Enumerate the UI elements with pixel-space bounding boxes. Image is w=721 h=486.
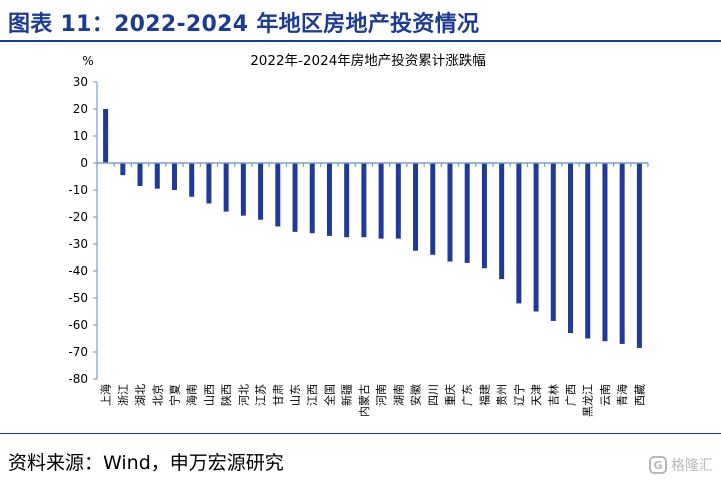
source-note: 资料来源：Wind，申万宏源研究 [8,452,284,474]
bar [275,163,281,227]
x-category-label: 内蒙古 [357,384,371,417]
x-category-label: 青海 [615,384,629,406]
x-axis-labels: 上海 浙江 湖北 北京 宁夏 海南 山西 陕西 河北 江苏 甘肃 山东 江西 全国 新疆 内蒙古 河南 湖南 安徽四… [99,384,647,417]
chart-title: 2022年-2024年房地产投资累计涨跌幅 [250,53,486,69]
bar [103,109,109,163]
bar [240,163,246,216]
watermark: G 格隆汇 [649,455,713,475]
bar [481,163,487,269]
figure-header: 图表 11：2022-2024 年地区房地产投资情况 [0,0,721,42]
bar-series [103,109,642,348]
bar [464,163,470,263]
bar [395,163,401,239]
bar [568,163,574,334]
y-tick-label: 30 [73,75,88,89]
bar [171,163,177,190]
x-category-label: 湖南 [392,384,405,406]
figure-title: 图表 11：2022-2024 年地区房地产投资情况 [8,12,480,37]
bar [309,163,315,234]
x-category-label: 北京 [150,384,164,406]
bar [258,163,264,220]
y-axis-unit-label: % [82,54,93,68]
bar [516,163,522,304]
x-category-label: 广东 [461,384,474,406]
gelonghui-logo-icon: G [649,456,667,474]
x-category-label: 安徽 [409,384,423,406]
x-category-label: 宁夏 [167,384,181,406]
x-category-label: 四川 [427,384,440,406]
x-category-label: 山西 [203,384,216,406]
y-tick-label: -10 [68,183,88,197]
bar [430,163,436,255]
bar [154,163,160,189]
y-tick-label: 0 [80,156,88,170]
y-tick-label: -70 [68,345,88,359]
x-category-label: 广西 [565,384,578,406]
x-category-label: 河南 [375,384,388,406]
x-category-label: 新疆 [340,384,354,406]
bar [344,163,350,238]
x-category-label: 辽宁 [512,384,526,406]
y-axis: 30 20 10 0 -10 -20 -30 -40 -50 -60 -70 -80 [68,75,649,386]
bar [447,163,453,262]
x-category-label: 湖北 [134,384,147,406]
x-category-label: 海南 [185,384,199,406]
header-divider [0,40,721,42]
watermark-text: 格隆汇 [671,458,713,474]
x-category-label: 吉林 [546,384,560,406]
y-tick-label: 10 [73,129,88,143]
bar [292,163,298,232]
x-category-label: 天津 [530,384,543,406]
bar [189,163,195,197]
x-category-label: 江苏 [255,384,268,406]
y-tick-label: -50 [68,291,88,305]
x-category-label: 黑龙江 [582,384,595,417]
bar [378,163,384,239]
x-category-label: 甘肃 [272,384,285,406]
bar [137,163,143,186]
x-category-label: 浙江 [117,384,130,406]
bar [602,163,608,342]
x-category-label: 西藏 [633,384,646,406]
x-category-label: 河北 [237,384,250,406]
bar [533,163,539,312]
y-tick-label: -20 [68,210,88,224]
y-tick-label: 20 [73,102,88,116]
x-category-label: 福建 [477,384,491,406]
x-category-label: 云南 [599,384,612,406]
x-category-label: 江西 [306,384,319,406]
x-category-label: 山东 [289,384,302,406]
bar [326,163,332,236]
bar [206,163,212,204]
bar [223,163,229,212]
bar [361,163,367,238]
bar-chart: 2022年-2024年房地产投资累计涨跌幅 % 30 20 10 0 -10 -20 -30… [68,53,649,417]
y-tick-label: -80 [68,372,88,386]
bar [585,163,591,339]
y-tick-label: -30 [68,237,88,251]
x-category-label: 重庆 [443,384,457,406]
y-tick-label: -40 [68,264,88,278]
bar [120,163,126,176]
bar [619,163,625,344]
x-category-label: 贵州 [496,384,509,406]
x-category-label: 全国 [322,384,336,406]
x-category-label: 陕西 [219,384,233,406]
y-tick-label: -60 [68,318,88,332]
bar [550,163,556,321]
footer-divider [0,433,721,434]
x-category-label: 上海 [99,384,113,406]
bar [636,163,642,348]
bar [413,163,419,251]
bar [499,163,505,280]
